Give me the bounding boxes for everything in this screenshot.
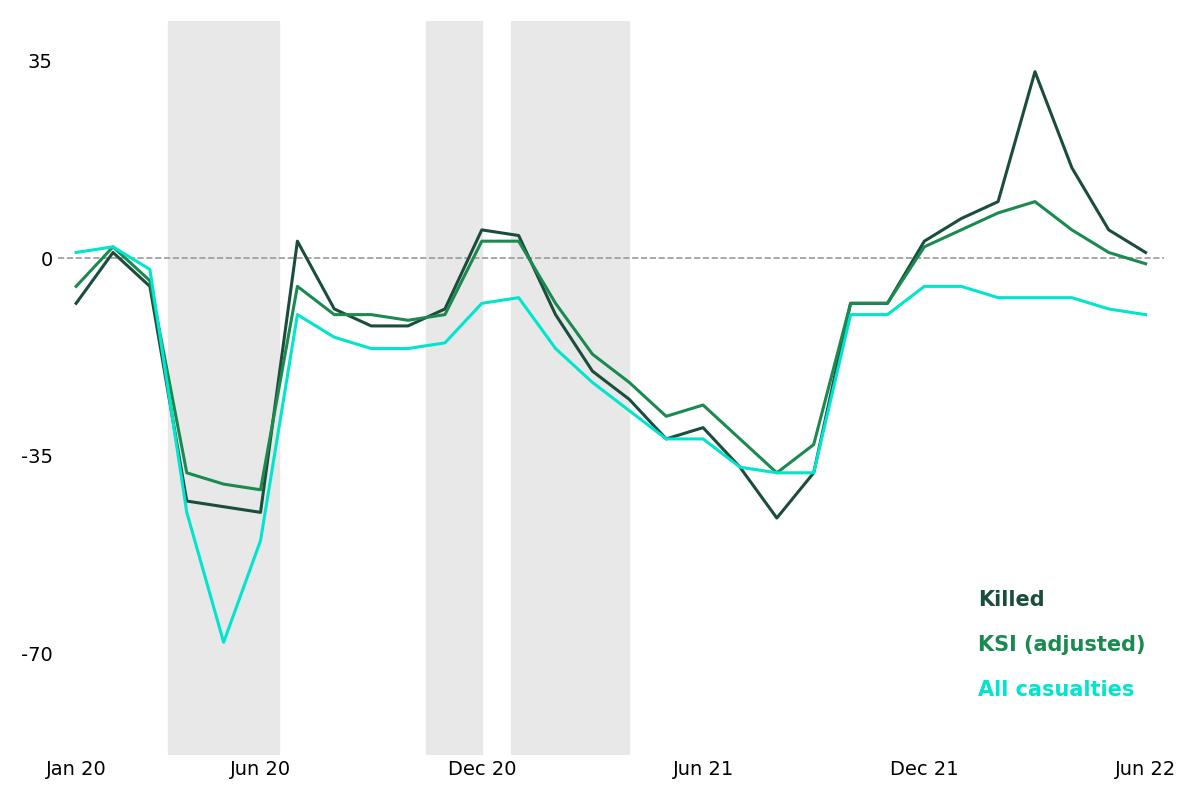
- Bar: [168, 21, 278, 755]
- Bar: [426, 21, 481, 755]
- Legend: Killed, KSI (adjusted), All casualties: Killed, KSI (adjusted), All casualties: [970, 582, 1153, 708]
- Bar: [511, 21, 629, 755]
